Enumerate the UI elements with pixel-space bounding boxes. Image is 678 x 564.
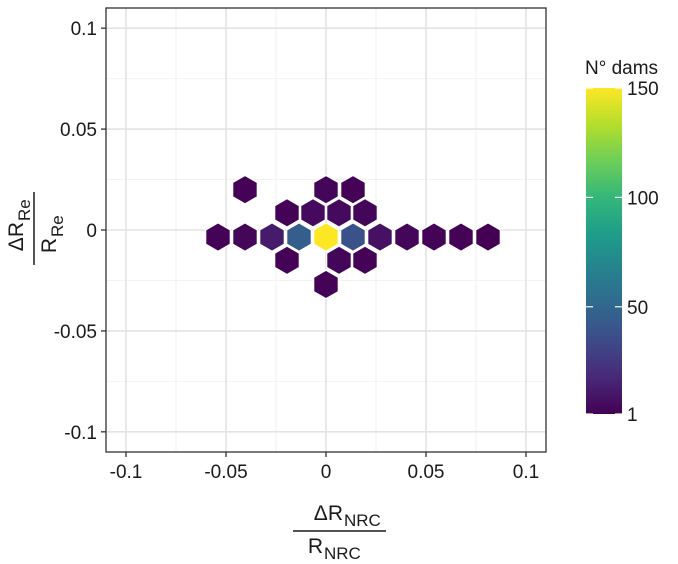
x-axis-title-denominator: R <box>308 535 323 558</box>
hex-bin <box>313 269 339 300</box>
y-axis-title-numerator: ΔR <box>5 222 28 251</box>
legend-tick-label: 50 <box>627 298 648 319</box>
color-legend: N° dams 150 100 50 1 <box>585 58 659 426</box>
y-tick-label: -0.05 <box>54 322 97 343</box>
y-tick-label: -0.1 <box>64 423 97 444</box>
hex-bin <box>367 222 393 252</box>
y-axis-title-denominator: R <box>38 238 61 253</box>
hex-bin <box>340 174 366 205</box>
y-tick-label: 0 <box>86 221 97 242</box>
x-tick-label: 0.1 <box>513 462 539 483</box>
hexbin-layer <box>205 174 501 300</box>
hex-bin <box>448 222 474 252</box>
x-axis-title-denominator-sub: NRC <box>324 544 361 563</box>
hex-bin <box>475 222 501 252</box>
hex-bin <box>352 245 378 276</box>
y-axis-title-numerator-sub: Re <box>15 199 34 221</box>
legend-colorbar <box>586 88 622 414</box>
y-axis-title: ΔR Re R Re <box>5 192 67 265</box>
grid <box>106 8 546 452</box>
hex-bin <box>274 245 300 276</box>
x-axis: -0.1 -0.05 0 0.05 0.1 <box>110 452 539 483</box>
x-tick-label: -0.05 <box>204 462 247 483</box>
hex-bin <box>232 174 258 205</box>
hex-bin <box>352 197 378 228</box>
hex-bin <box>274 197 300 228</box>
y-axis-title-denominator-sub: Re <box>48 215 67 237</box>
x-axis-title: ΔR NRC R NRC <box>293 502 386 563</box>
legend-tick-label: 100 <box>627 188 659 209</box>
x-axis-title-numerator-sub: NRC <box>344 511 381 530</box>
x-tick-label: 0.05 <box>408 462 445 483</box>
hex-bin <box>326 197 352 228</box>
x-tick-label: -0.1 <box>110 462 143 483</box>
legend-title: N° dams <box>585 58 658 79</box>
hex-bin <box>394 222 420 252</box>
hex-bin <box>232 222 258 252</box>
legend-tick-label: 1 <box>627 405 638 426</box>
y-tick-label: 0.05 <box>60 120 97 141</box>
y-axis: 0.1 0.05 0 -0.05 -0.1 <box>54 19 106 444</box>
hex-bin <box>313 174 339 205</box>
x-axis-title-numerator: ΔR <box>314 502 343 525</box>
hex-bin <box>313 222 339 252</box>
y-tick-label: 0.1 <box>71 19 97 40</box>
legend-ticks: 150 100 50 1 <box>586 79 659 426</box>
x-tick-label: 0 <box>321 462 332 483</box>
hex-bin <box>340 222 366 252</box>
hex-bin <box>326 245 352 276</box>
legend-tick-label: 150 <box>627 79 659 100</box>
hex-bin <box>300 197 326 228</box>
hex-bin <box>205 222 231 252</box>
hex-bin <box>421 222 447 252</box>
hex-bin <box>286 222 312 252</box>
hex-bin <box>259 222 285 252</box>
